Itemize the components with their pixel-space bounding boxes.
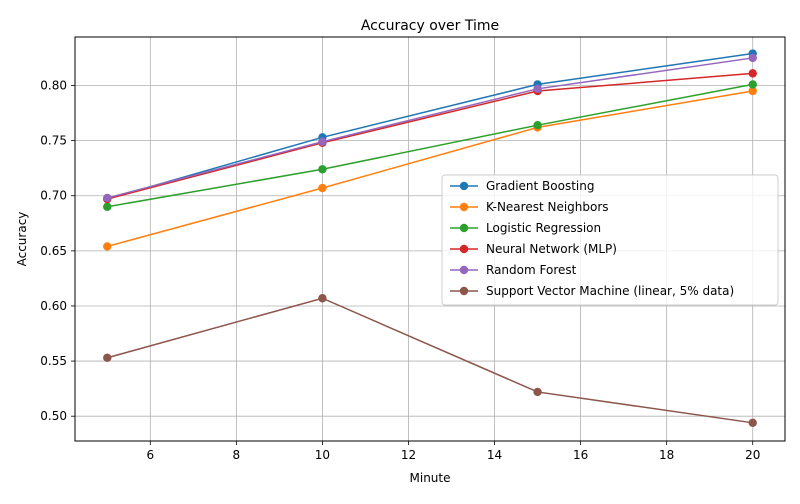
series-support-vector-machine-linear-5-data [103,294,757,428]
legend-item: Random Forest [450,263,577,277]
data-point [318,137,327,146]
y-tick-label: 0.80 [40,79,67,93]
data-point [318,183,327,193]
data-point [748,418,757,428]
data-point [748,53,757,63]
series-logistic-regression [103,80,757,211]
y-tick-label: 0.75 [40,134,67,148]
series-random-forest [103,53,757,203]
legend-item: Logistic Regression [450,221,601,235]
legend-label: Logistic Regression [486,221,601,235]
x-tick-label: 16 [573,448,588,462]
legend-label: Neural Network (MLP) [486,242,617,256]
data-point [103,353,112,362]
series-layer [103,49,757,428]
series-line [107,57,753,199]
data-point [748,86,757,96]
legend-label: Support Vector Machine (linear, 5% data) [486,284,734,298]
legend-marker [459,244,469,254]
legend-item: Support Vector Machine (linear, 5% data) [450,284,734,298]
legend-label: Random Forest [486,263,577,277]
legend-label: K-Nearest Neighbors [486,200,609,214]
x-tick-label: 10 [315,448,330,462]
ticks: 6 8 10 12 14 16 18 20 0.50 0.55 0.60 0.65 0.70 0.75 0.… [40,79,760,462]
data-point [748,80,757,89]
legend-marker [459,202,469,212]
plot-frame [74,36,786,442]
y-tick-label: 0.50 [40,409,67,423]
legend-box [441,174,779,306]
legend-marker [459,223,469,233]
legend-marker [459,286,469,296]
grid [75,37,785,441]
x-tick-label: 20 [745,448,760,462]
legend: Gradient Boosting K-Nearest Neighbors Logi… [441,174,779,306]
legend-item: Neural Network (MLP) [450,242,617,256]
data-point [318,165,327,174]
legend-marker [459,181,469,191]
x-tick-label: 18 [659,448,674,462]
x-tick-label: 12 [401,448,416,462]
series-line [107,90,753,248]
data-point [533,387,542,397]
series-line [107,83,753,208]
data-point [318,294,327,303]
legend-item: K-Nearest Neighbors [450,200,609,214]
data-point [103,202,112,211]
legend-label: Gradient Boosting [486,179,594,193]
series-line [107,52,753,200]
x-tick-label: 8 [233,448,241,462]
y-tick-label: 0.60 [40,299,67,313]
data-point [533,120,542,130]
data-point [103,193,112,203]
series-line [107,297,753,424]
x-tick-label: 14 [487,448,502,462]
y-axis-label: Accuracy [15,212,29,267]
series-line [107,72,753,200]
y-tick-label: 0.55 [40,354,67,368]
y-tick-label: 0.65 [40,244,67,258]
legend-item: Gradient Boosting [450,179,594,193]
chart-title: Accuracy over Time [361,18,499,34]
x-tick-label: 6 [146,448,154,462]
data-point [533,84,542,94]
y-tick-label: 0.70 [40,189,67,203]
x-axis-label: Minute [410,471,451,485]
legend-marker [459,265,469,275]
data-point [103,242,112,251]
data-point [748,69,757,78]
